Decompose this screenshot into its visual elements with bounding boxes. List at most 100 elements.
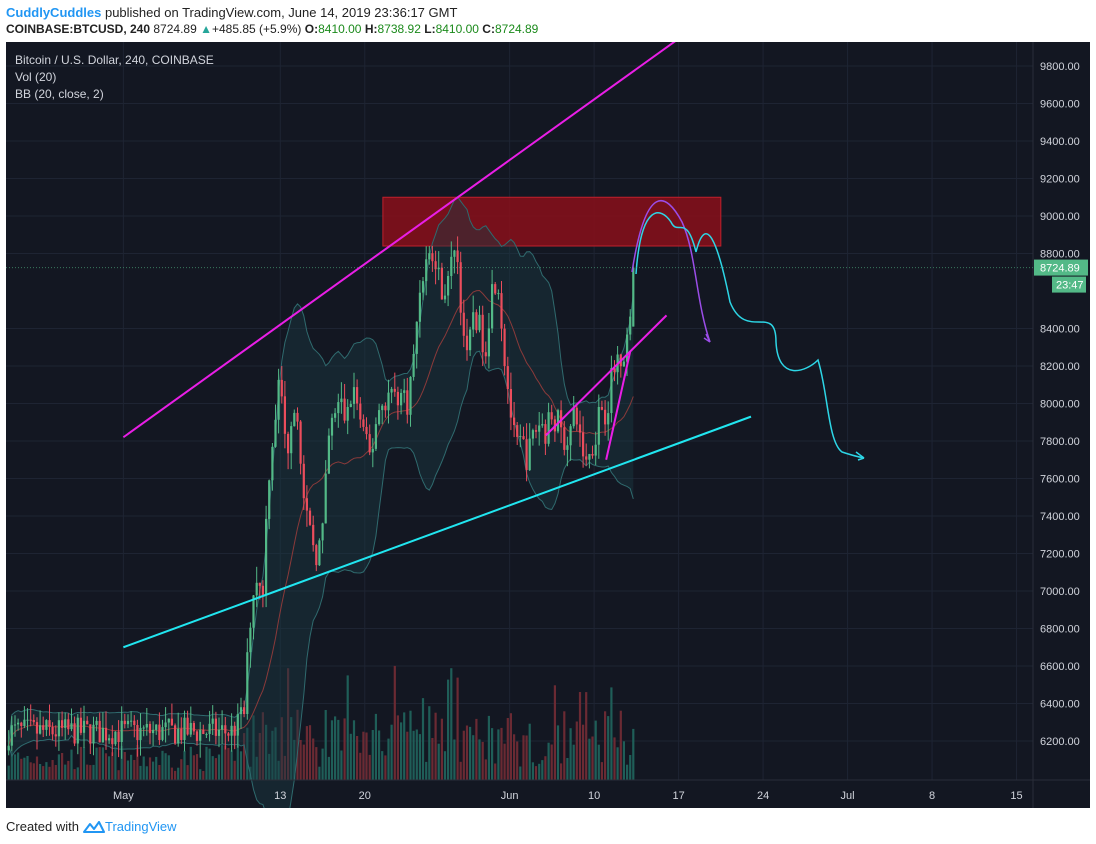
candle-body [236,714,239,736]
candle-body [13,724,17,726]
candle-body [249,627,252,653]
projection-cyan [635,212,865,459]
candle-body [334,413,337,418]
candle-body [396,391,399,406]
volume-bar [92,764,95,780]
candle-body [214,718,217,736]
volume-bar [308,725,312,780]
candle-body [585,456,588,460]
volume-bar [425,761,428,780]
volume-bar [406,731,409,780]
volume-bar [381,751,384,780]
candle-body [613,368,616,373]
volume-bar [214,758,217,780]
candle-body [519,436,522,438]
price-tick-label: 9400.00 [1040,136,1080,148]
countdown-badge [1052,276,1086,293]
volume-bar [208,748,211,780]
bb-lower [8,350,634,808]
candle-body [265,518,268,596]
candle-body [230,725,233,736]
candle-body [133,720,136,725]
author-link[interactable]: CuddlyCuddles [6,5,102,20]
volume-bar [283,755,286,780]
candle-body [359,403,362,420]
volume-bar [390,724,393,780]
candle-body [32,720,35,723]
bb-fill [8,196,634,808]
open-label: O: [304,22,319,36]
time-axis[interactable]: May 13 20 Jun 10 17 24 Jul 8 15 [113,790,1023,802]
volume-bar [349,733,352,780]
candle-body [472,312,475,330]
tradingview-link[interactable]: TradingView [82,819,177,834]
price-chart[interactable]: 9800.00 9600.00 9400.00 9200.00 9000.00 8800.… [6,42,1090,808]
volume-bar [421,698,425,780]
candle-body [26,719,29,721]
volume-bar [186,765,189,780]
candle-body [356,387,359,404]
volume-bar [400,722,403,780]
bollinger-bands [8,196,634,808]
price-axis[interactable]: 9800.00 9600.00 9400.00 9200.00 9000.00 8800.… [1040,61,1080,748]
candle-body [108,738,111,741]
volume-bar [20,758,23,780]
candle-body [632,267,635,327]
volume-bar [585,692,588,780]
candle-body [7,745,10,751]
volume-bar [23,757,26,780]
volume-bar [13,754,17,780]
candle-body [626,334,629,362]
volume-bar [183,750,186,780]
volume-bar [453,739,456,780]
volume-bar [415,729,418,780]
candle-body [180,728,183,740]
candle-body [123,720,126,725]
volume-bar [516,741,519,780]
volume-bar [265,724,268,780]
candle-body [352,387,356,404]
created-with-text: Created with [6,819,79,834]
volume-bar [202,771,205,780]
volume-bar [233,760,236,780]
candle-body [412,354,415,377]
volume-bar [170,767,173,780]
volume-bar [563,711,566,780]
candle-body [86,720,89,725]
candle-body [440,267,443,300]
volume-bar [440,718,443,780]
volume-bar [560,763,563,780]
time-tick-label: 13 [274,790,286,802]
candle-body [277,379,280,420]
volume-bar [32,763,35,780]
volume-bar [378,730,381,780]
candle-body [39,725,42,734]
candle-body [57,720,60,737]
volume-bar [556,725,560,780]
candle-body [610,368,613,413]
volume-bar [519,766,522,780]
candle-body [308,510,312,525]
volume-bar [572,744,575,780]
volume-bar [318,766,321,780]
volume-bar [374,713,377,780]
price-tick-label: 6800.00 [1040,624,1080,636]
candle-body [453,250,456,257]
candle-body [20,722,23,726]
volume-bar [475,718,478,780]
candle-body [443,295,447,300]
last-price-badge [1034,259,1088,276]
volume-bar [45,762,48,780]
volume-bar [70,749,73,780]
volume-bar [575,721,578,780]
candle-body [152,729,155,734]
volume-bar [123,752,126,780]
time-tick-label: 24 [757,790,769,802]
candle-body [312,524,315,546]
volume-bar [7,765,10,780]
candle-body [208,723,211,734]
candle-body [566,445,569,450]
candle-body [604,409,607,425]
candle-body [343,398,346,421]
volume-bar [10,751,13,780]
